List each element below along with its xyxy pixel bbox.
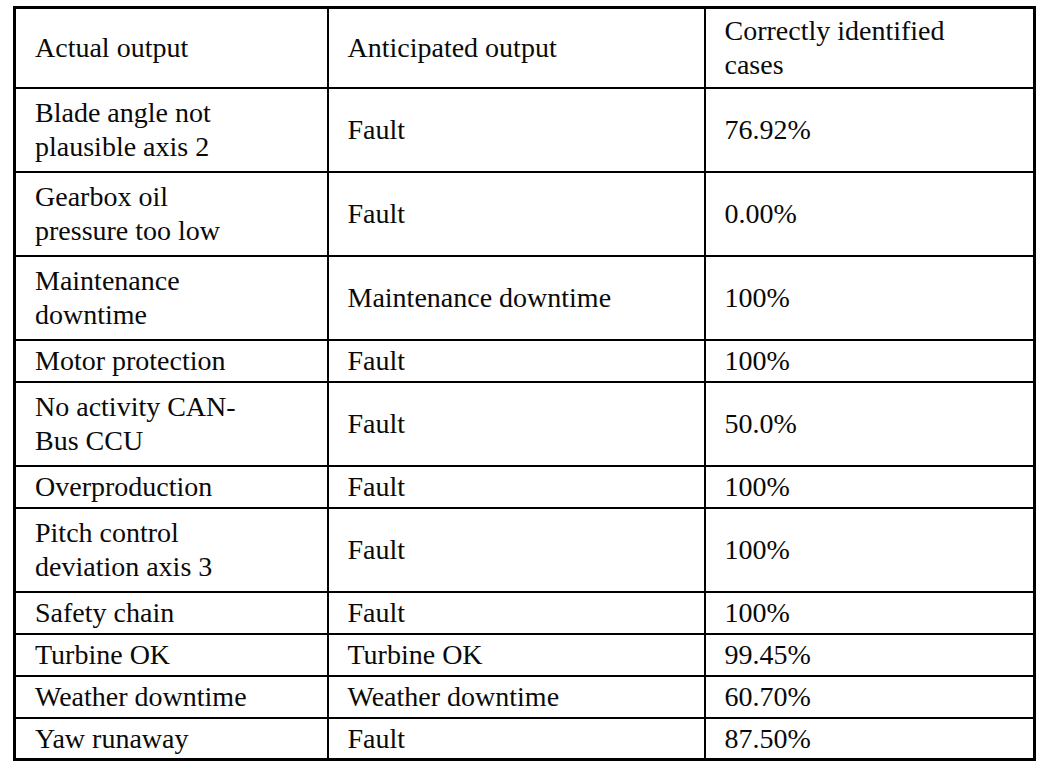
cell-anticipated-output: Fault: [328, 88, 705, 172]
table-row: Turbine OK Turbine OK 99.45%: [15, 634, 1035, 676]
table-row: Maintenance downtime Maintenance downtim…: [15, 256, 1035, 340]
cell-actual-output: Pitch control deviation axis 3: [15, 508, 328, 592]
cell-actual-output: Maintenance downtime: [15, 256, 328, 340]
cell-anticipated-output: Weather downtime: [328, 676, 705, 718]
cell-anticipated-output: Fault: [328, 340, 705, 382]
cell-correct-percentage: 60.70%: [705, 676, 1035, 718]
column-header-anticipated-output: Anticipated output: [328, 8, 705, 88]
header-row: Actual output Anticipated output Correct…: [15, 8, 1035, 88]
cell-correct-percentage: 100%: [705, 592, 1035, 634]
cell-anticipated-output: Fault: [328, 466, 705, 508]
cell-correct-percentage: 100%: [705, 508, 1035, 592]
table-row: Blade angle not plausible axis 2 Fault 7…: [15, 88, 1035, 172]
cell-correct-percentage: 100%: [705, 256, 1035, 340]
table-row: Safety chain Fault 100%: [15, 592, 1035, 634]
cell-anticipated-output: Turbine OK: [328, 634, 705, 676]
cell-actual-output: Yaw runaway: [15, 718, 328, 760]
cell-anticipated-output: Fault: [328, 718, 705, 760]
cell-actual-output: Blade angle not plausible axis 2: [15, 88, 328, 172]
cell-actual-output: Safety chain: [15, 592, 328, 634]
column-header-actual-output: Actual output: [15, 8, 328, 88]
cell-actual-output: Gearbox oil pressure too low: [15, 172, 328, 256]
table-row: Weather downtime Weather downtime 60.70%: [15, 676, 1035, 718]
cell-anticipated-output: Fault: [328, 592, 705, 634]
cell-actual-output: No activity CAN- Bus CCU: [15, 382, 328, 466]
cell-actual-output: Motor protection: [15, 340, 328, 382]
table-row: Motor protection Fault 100%: [15, 340, 1035, 382]
table-row: Pitch control deviation axis 3 Fault 100…: [15, 508, 1035, 592]
table-row: Yaw runaway Fault 87.50%: [15, 718, 1035, 760]
cell-correct-percentage: 50.0%: [705, 382, 1035, 466]
cell-anticipated-output: Maintenance downtime: [328, 256, 705, 340]
cell-anticipated-output: Fault: [328, 508, 705, 592]
fault-classification-results-table: Actual output Anticipated output Correct…: [13, 6, 1036, 761]
table-row: Gearbox oil pressure too low Fault 0.00%: [15, 172, 1035, 256]
cell-actual-output: Weather downtime: [15, 676, 328, 718]
table-row: No activity CAN- Bus CCU Fault 50.0%: [15, 382, 1035, 466]
cell-correct-percentage: 100%: [705, 340, 1035, 382]
document-page: Actual output Anticipated output Correct…: [0, 0, 1042, 779]
cell-correct-percentage: 87.50%: [705, 718, 1035, 760]
cell-anticipated-output: Fault: [328, 382, 705, 466]
cell-correct-percentage: 99.45%: [705, 634, 1035, 676]
table-row: Overproduction Fault 100%: [15, 466, 1035, 508]
cell-correct-percentage: 76.92%: [705, 88, 1035, 172]
cell-actual-output: Overproduction: [15, 466, 328, 508]
cell-actual-output: Turbine OK: [15, 634, 328, 676]
column-header-correctly-identified-cases: Correctly identified cases: [705, 8, 1035, 88]
cell-correct-percentage: 0.00%: [705, 172, 1035, 256]
cell-correct-percentage: 100%: [705, 466, 1035, 508]
cell-anticipated-output: Fault: [328, 172, 705, 256]
